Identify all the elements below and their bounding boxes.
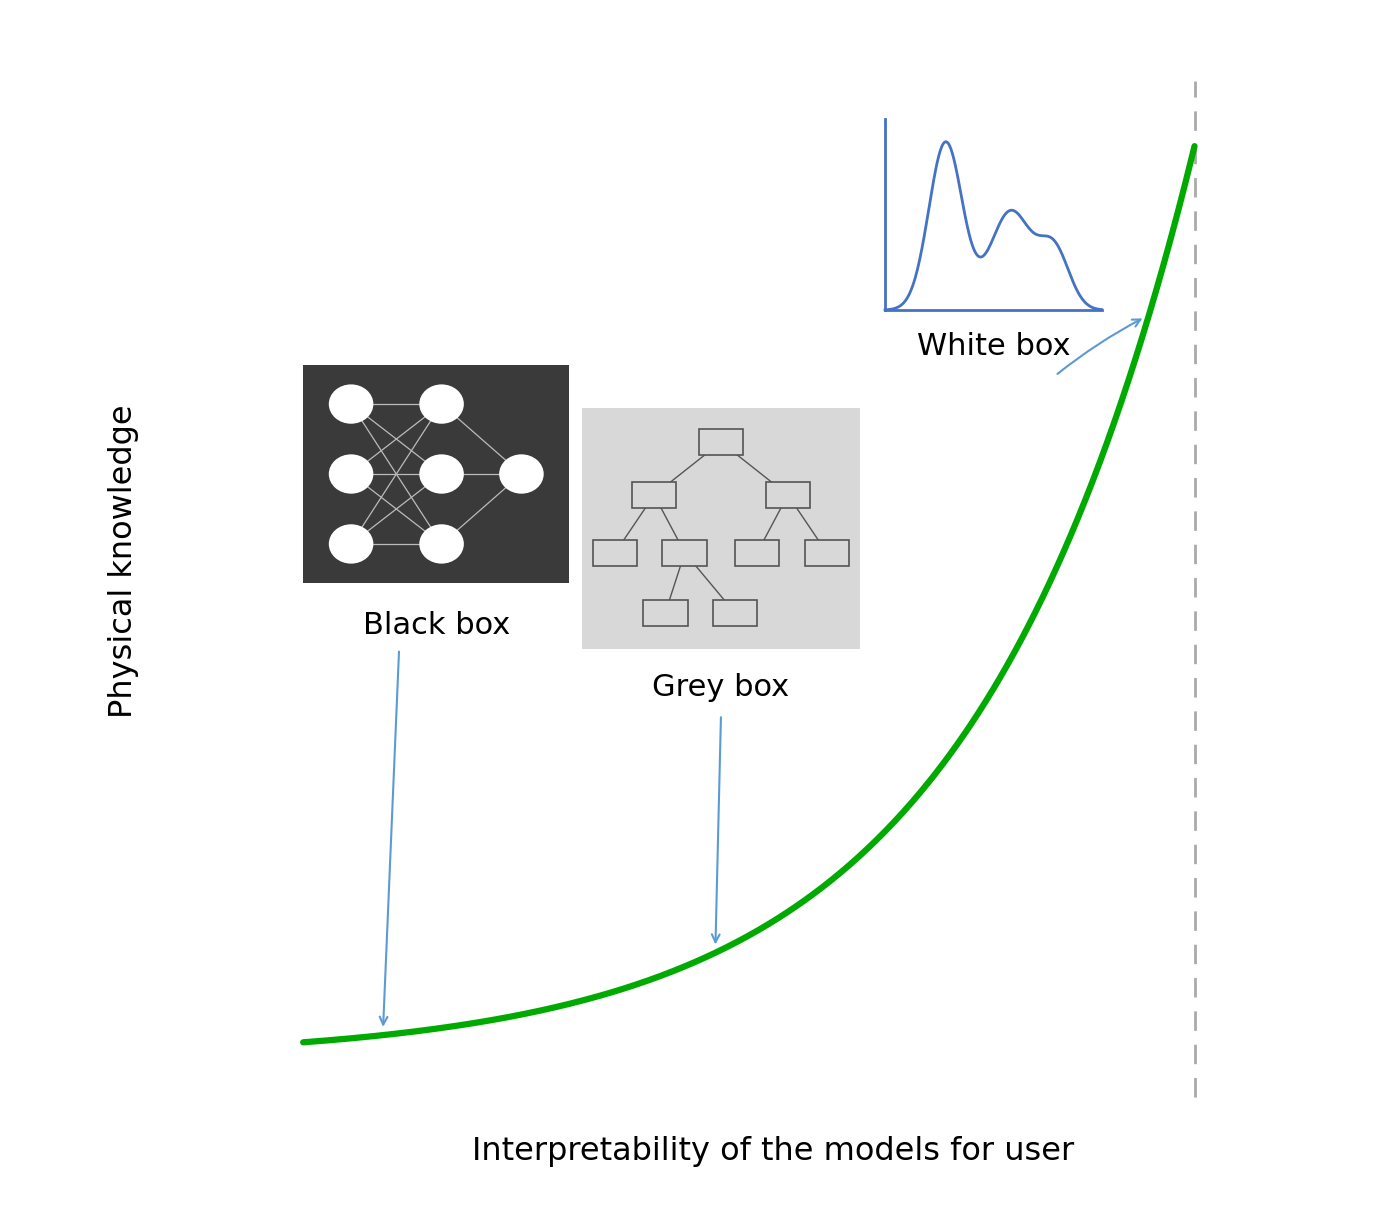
Circle shape <box>419 524 463 564</box>
Circle shape <box>499 454 544 494</box>
Bar <box>804 539 849 566</box>
Bar <box>632 481 676 508</box>
Circle shape <box>328 384 373 424</box>
Circle shape <box>419 454 463 494</box>
Bar <box>734 539 779 566</box>
Bar <box>643 599 687 626</box>
Text: White box: White box <box>917 332 1070 361</box>
Text: Grey box: Grey box <box>652 673 790 702</box>
Bar <box>765 481 810 508</box>
Bar <box>581 409 860 648</box>
Circle shape <box>328 524 373 564</box>
Text: Physical knowledge: Physical knowledge <box>108 405 139 718</box>
Bar <box>662 539 707 566</box>
Circle shape <box>328 454 373 494</box>
Bar <box>593 539 637 566</box>
Text: Black box: Black box <box>363 610 510 640</box>
Text: Interpretability of the models for user: Interpretability of the models for user <box>473 1136 1075 1167</box>
Bar <box>698 429 743 456</box>
Bar <box>712 599 757 626</box>
Circle shape <box>419 384 463 424</box>
Bar <box>303 365 569 583</box>
